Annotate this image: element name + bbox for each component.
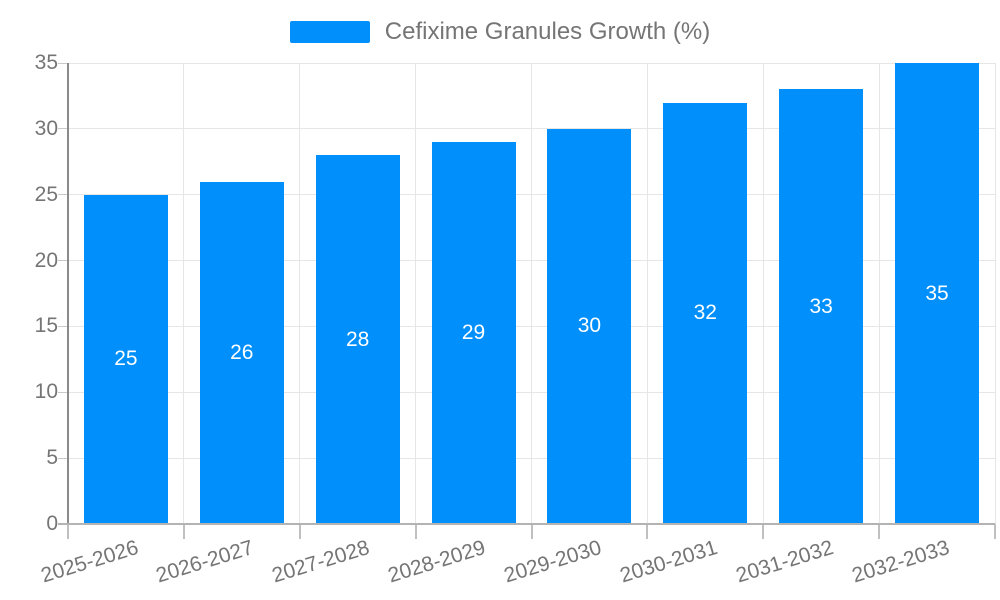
x-tick bbox=[646, 524, 649, 539]
y-tick-label: 10 bbox=[34, 380, 58, 404]
y-tick-label: 0 bbox=[46, 512, 58, 535]
y-tick bbox=[58, 194, 68, 196]
x-tick bbox=[182, 524, 185, 539]
x-tick-label: 2025-2026 bbox=[37, 536, 141, 588]
bar[interactable] bbox=[83, 194, 168, 524]
v-gridline bbox=[646, 63, 648, 524]
y-tick-label: 30 bbox=[34, 116, 58, 140]
bar[interactable] bbox=[895, 63, 980, 524]
x-tick bbox=[298, 524, 301, 539]
y-tick-label: 5 bbox=[46, 446, 58, 470]
v-gridline bbox=[183, 63, 185, 524]
x-axis-line bbox=[58, 523, 995, 525]
legend-item[interactable]: Cefixime Granules Growth (%) bbox=[289, 18, 711, 46]
y-tick-label: 20 bbox=[34, 248, 58, 272]
bar[interactable] bbox=[547, 128, 632, 524]
bar[interactable] bbox=[663, 102, 748, 524]
v-gridline bbox=[762, 63, 764, 524]
y-tick-label: 35 bbox=[34, 51, 58, 74]
v-gridline bbox=[415, 63, 417, 524]
y-axis-line bbox=[67, 63, 69, 524]
x-tick-label: 2026-2027 bbox=[153, 536, 257, 588]
bar[interactable] bbox=[431, 142, 516, 524]
x-tick bbox=[762, 524, 765, 539]
x-tick-label: 2032-2033 bbox=[849, 536, 952, 588]
x-tick-label: 2027-2028 bbox=[269, 536, 373, 588]
x-tick-label: 2029-2030 bbox=[501, 536, 605, 588]
y-tick bbox=[58, 457, 68, 459]
v-gridline bbox=[299, 63, 301, 524]
v-gridline bbox=[531, 63, 532, 524]
legend-label: Cefixime Granules Growth (%) bbox=[384, 18, 711, 45]
v-gridline bbox=[878, 63, 880, 524]
x-tick-label: 2030-2031 bbox=[617, 536, 721, 588]
y-tick bbox=[58, 62, 68, 64]
bar[interactable] bbox=[199, 181, 284, 524]
x-tick bbox=[530, 524, 533, 539]
x-tick bbox=[414, 524, 417, 539]
y-tick bbox=[58, 128, 68, 130]
legend: Cefixime Granules Growth (%) bbox=[0, 18, 1000, 46]
x-tick bbox=[67, 524, 69, 539]
y-tick-label: 25 bbox=[34, 182, 58, 206]
x-tick bbox=[878, 524, 881, 539]
x-tick-label: 2031-2032 bbox=[733, 536, 836, 588]
plot-area: 0 5 10 15 20 25 30 35 25 26 28 29 30 32 33 35 2025-2026 2… bbox=[35, 51, 996, 587]
y-tick-label: 15 bbox=[34, 314, 58, 338]
bar[interactable] bbox=[779, 89, 864, 524]
v-gridline bbox=[994, 63, 996, 524]
y-tick bbox=[58, 391, 68, 393]
bar[interactable] bbox=[315, 155, 400, 524]
x-tick-label: 2028-2029 bbox=[385, 536, 489, 588]
y-tick bbox=[58, 325, 68, 327]
y-tick bbox=[58, 260, 68, 262]
legend-swatch bbox=[289, 21, 370, 43]
x-tick bbox=[994, 524, 996, 539]
